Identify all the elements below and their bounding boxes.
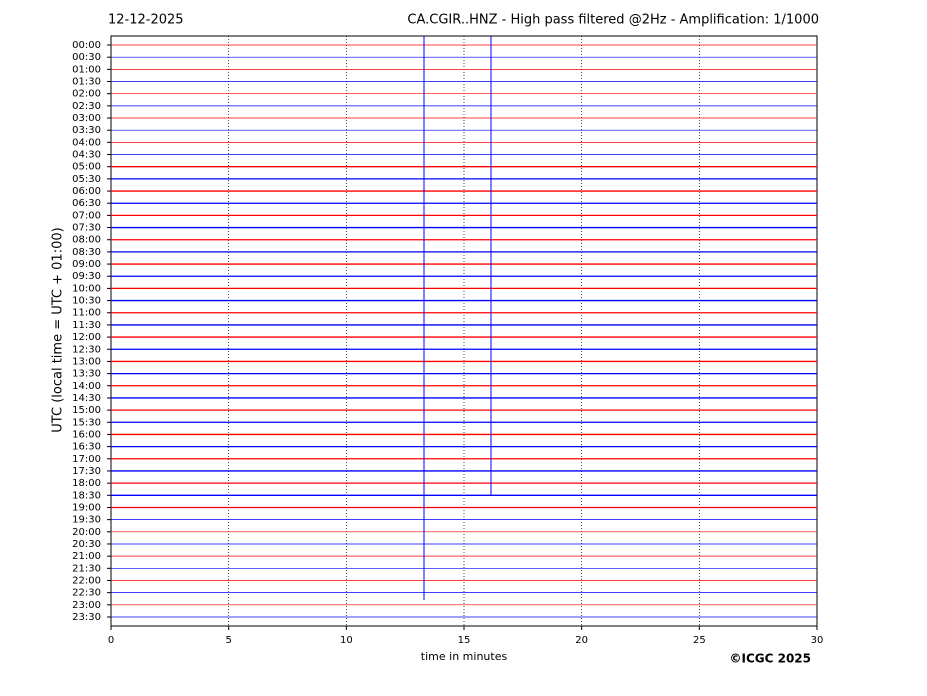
row-label: 20:30 (72, 539, 101, 550)
row-label: 05:30 (72, 174, 101, 185)
row-label: 10:30 (72, 296, 101, 307)
chart-title: CA.CGIR..HNZ - High pass filtered @2Hz -… (407, 13, 819, 28)
row-label: 17:30 (72, 466, 101, 477)
row-label: 06:30 (72, 198, 101, 209)
row-label: 00:30 (72, 52, 101, 63)
row-label: 05:00 (72, 162, 101, 173)
row-label: 18:30 (72, 490, 101, 501)
x-axis-label: time in minutes (421, 650, 508, 663)
row-label: 06:00 (72, 186, 101, 197)
row-label: 22:00 (72, 575, 101, 586)
row-label: 15:00 (72, 405, 101, 416)
row-label: 07:00 (72, 210, 101, 221)
row-label: 09:00 (72, 259, 101, 270)
row-label: 04:00 (72, 137, 101, 148)
row-label: 01:00 (72, 64, 101, 75)
row-label: 00:00 (72, 40, 101, 51)
row-label: 10:00 (72, 283, 101, 294)
row-label: 22:30 (72, 588, 101, 599)
row-label: 12:30 (72, 344, 101, 355)
row-label: 08:00 (72, 235, 101, 246)
row-label: 23:30 (72, 612, 101, 623)
row-label: 04:30 (72, 150, 101, 161)
row-label: 20:00 (72, 527, 101, 538)
date: 12-12-2025 (108, 13, 184, 28)
row-label: 13:00 (72, 356, 101, 367)
x-tick-label: 0 (108, 635, 114, 646)
copyright: ©ICGC 2025 (729, 652, 811, 666)
row-label: 21:30 (72, 563, 101, 574)
x-tick-label: 5 (225, 635, 231, 646)
row-label: 13:30 (72, 369, 101, 380)
x-tick-label: 25 (693, 635, 706, 646)
x-tick-label: 20 (575, 635, 588, 646)
row-label: 11:30 (72, 320, 101, 331)
row-label: 03:00 (72, 113, 101, 124)
y-axis-label: UTC (local time = UTC + 01:00) (51, 227, 66, 432)
row-label: 16:00 (72, 429, 101, 440)
row-label: 19:30 (72, 515, 101, 526)
row-label: 02:00 (72, 89, 101, 100)
row-label: 02:30 (72, 101, 101, 112)
row-label: 01:30 (72, 77, 101, 88)
x-tick-label: 30 (811, 635, 824, 646)
x-tick-label: 10 (340, 635, 353, 646)
row-label: 21:00 (72, 551, 101, 562)
row-label: 12:00 (72, 332, 101, 343)
row-label: 08:30 (72, 247, 101, 258)
row-label: 16:30 (72, 442, 101, 453)
row-label: 14:30 (72, 393, 101, 404)
row-label: 17:00 (72, 454, 101, 465)
row-label: 23:00 (72, 600, 101, 611)
row-label: 14:00 (72, 381, 101, 392)
row-label: 19:00 (72, 502, 101, 513)
row-label: 11:00 (72, 308, 101, 319)
row-label: 15:30 (72, 417, 101, 428)
x-tick-label: 15 (458, 635, 471, 646)
row-label: 09:30 (72, 271, 101, 282)
row-label: 18:00 (72, 478, 101, 489)
row-label: 03:30 (72, 125, 101, 136)
row-label: 07:30 (72, 223, 101, 234)
